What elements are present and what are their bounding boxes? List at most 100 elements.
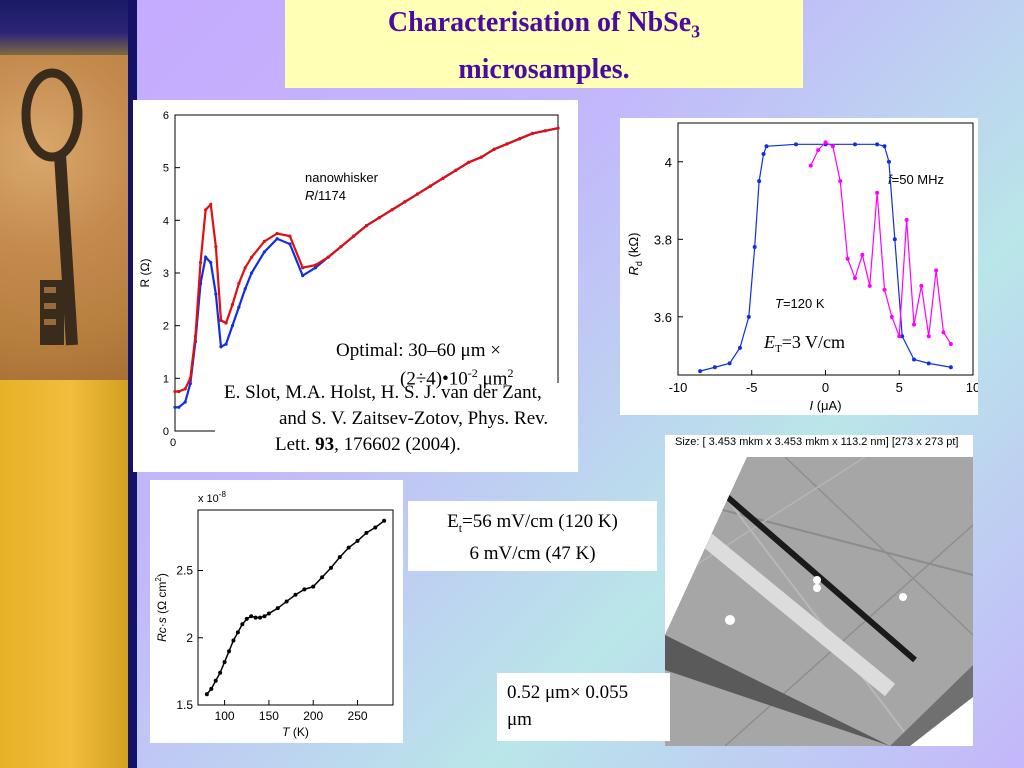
ref-line1: E. Slot, M.A. Holst, H. S. J. van der Za…	[224, 382, 542, 403]
data-point	[209, 202, 213, 207]
data-point	[737, 345, 742, 350]
data-point	[288, 234, 292, 238]
data-point	[301, 274, 305, 278]
data-point	[934, 268, 939, 273]
data-point	[727, 361, 732, 366]
data-point	[237, 305, 241, 309]
data-point	[823, 140, 828, 145]
x-axis-label-part-0: I	[809, 398, 813, 413]
et-line2: 6 mV/cm (47 K)	[469, 542, 596, 564]
et-line1-sub: t	[458, 520, 463, 535]
data-point	[213, 678, 218, 683]
data-point	[204, 255, 208, 259]
annotation-T: T=120 K	[775, 296, 825, 311]
data-point	[904, 217, 909, 222]
data-point	[926, 334, 931, 339]
data-point	[948, 341, 953, 346]
data-point	[230, 324, 235, 328]
data-point	[262, 239, 266, 243]
annotation-T-part-0: T	[775, 296, 784, 311]
optimal-line2-exp: -2	[467, 366, 478, 380]
annotation-f: f=50 MHz	[888, 172, 944, 187]
data-point	[860, 252, 865, 257]
y-axis-label-part-0: R	[626, 266, 641, 275]
y-axis-label-part-4: )	[155, 573, 169, 577]
data-point	[355, 538, 360, 543]
data-point	[892, 237, 897, 242]
y-tick-label: 2	[163, 321, 169, 333]
x-tick-label: 10	[966, 380, 978, 395]
data-point	[209, 686, 214, 691]
data-point	[244, 616, 249, 621]
x-tick-label: 200	[303, 709, 323, 723]
data-point	[897, 334, 902, 339]
data-point	[377, 216, 381, 220]
data-point	[941, 330, 946, 335]
x-axis-label-part-0: T	[282, 725, 291, 739]
y-tick-label: 2	[186, 631, 193, 645]
data-point	[253, 615, 258, 620]
data-point	[311, 584, 316, 589]
y-axis-label-part-1: d	[634, 261, 644, 266]
y-axis-label-part-0: R	[155, 633, 169, 642]
series-line-magenta	[810, 141, 952, 345]
data-point	[224, 321, 228, 325]
data-point	[830, 144, 835, 149]
data-point	[328, 565, 333, 570]
data-point	[875, 142, 880, 147]
et-line1-pre: E	[447, 511, 459, 532]
data-point	[326, 255, 330, 259]
y-tick-label: 3.6	[654, 310, 672, 325]
data-point	[224, 342, 228, 346]
y-axis-label-part-2: (Ω cm	[155, 582, 169, 618]
x-tick-label: -10	[669, 380, 688, 395]
data-point	[275, 231, 279, 236]
chart-rt: 0 1 2 3 4 5 6 0 R (Ω) nanowhisker R/1174	[138, 110, 578, 472]
data-point	[882, 287, 887, 292]
data-point	[875, 190, 880, 195]
reference-overlap-bg	[215, 383, 578, 472]
annotation-E: ET=3 V/cm	[763, 332, 845, 355]
data-point	[266, 611, 271, 616]
multiplier-label-part-0: x 10	[198, 493, 219, 505]
data-point	[390, 208, 394, 212]
data-point	[243, 266, 247, 270]
multiplier-label-part-1: -8	[219, 490, 227, 499]
data-point	[284, 599, 289, 604]
y-tick-label: 1	[163, 373, 169, 385]
key-photo	[0, 55, 128, 380]
data-point	[231, 638, 236, 643]
data-point	[173, 405, 177, 409]
data-point	[240, 622, 245, 627]
data-point	[912, 357, 916, 362]
ref-line3-post: , 176602 (2004).	[334, 434, 461, 455]
ref-line3-bold: 93	[315, 434, 335, 455]
title-line2: microsamples.	[458, 53, 630, 85]
optimal-line2-unit: μm	[477, 368, 508, 390]
y-axis-label-part-2: (kΩ)	[626, 233, 641, 262]
data-point	[926, 361, 931, 366]
title-line1: Characterisation of NbSe	[387, 7, 692, 38]
annotation-line2-part-0: R	[305, 188, 314, 203]
data-point	[177, 405, 181, 409]
y-tick-label: 1.5	[176, 698, 193, 712]
data-point	[188, 382, 192, 386]
data-point	[492, 147, 496, 151]
annotation-T-part-1: =120 K	[783, 296, 825, 311]
navy-strip	[128, 0, 137, 768]
x-tick-label: -5	[746, 380, 758, 395]
data-point	[218, 670, 223, 675]
data-point	[543, 129, 547, 133]
data-point	[227, 649, 232, 654]
data-point	[919, 283, 924, 288]
data-point	[853, 142, 857, 147]
data-point	[838, 179, 843, 184]
y-axis-label: Rd (kΩ)	[626, 233, 644, 276]
data-point	[454, 168, 458, 172]
data-point	[183, 400, 187, 404]
data-point	[403, 200, 407, 204]
data-point	[364, 224, 369, 228]
data-point	[209, 260, 213, 265]
series-line-blue	[699, 143, 951, 372]
data-point	[373, 525, 378, 530]
